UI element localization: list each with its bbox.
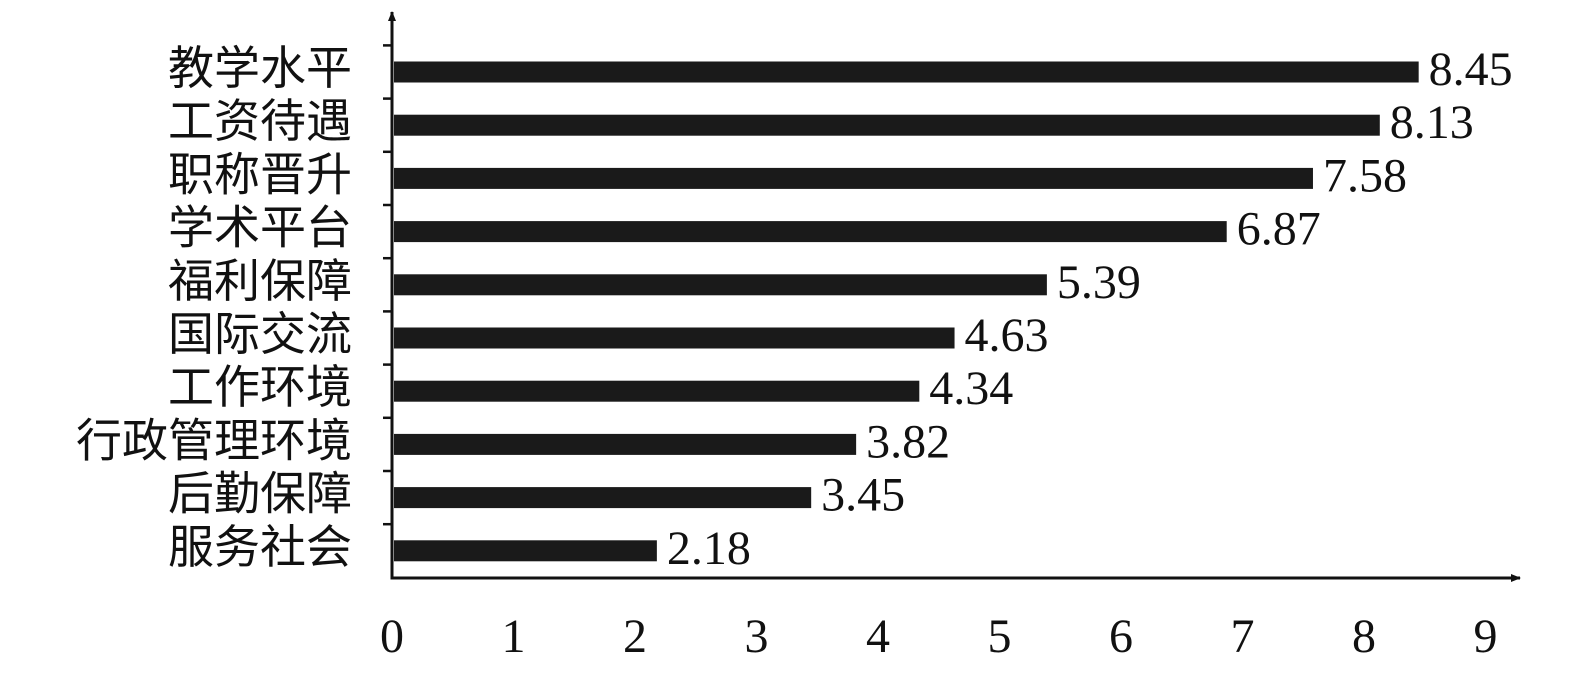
x-tick-label: 2 — [623, 610, 647, 663]
value-label: 2.18 — [667, 522, 751, 575]
bar-3 — [394, 167, 1313, 189]
x-tick-label: 6 — [1109, 610, 1133, 663]
value-label: 8.13 — [1390, 96, 1474, 149]
bar-1 — [394, 61, 1419, 83]
category-label: 行政管理环境 — [76, 413, 352, 467]
value-label: 5.39 — [1057, 256, 1141, 309]
value-label: 3.45 — [821, 469, 905, 522]
x-tick-label: 9 — [1474, 610, 1498, 663]
bar-6 — [394, 327, 955, 349]
category-label: 工资待遇 — [168, 94, 352, 148]
bar-2 — [394, 114, 1380, 136]
value-label: 4.34 — [929, 362, 1013, 415]
value-label: 3.82 — [866, 415, 950, 468]
category-label: 国际交流 — [168, 307, 352, 361]
value-label: 8.45 — [1429, 43, 1513, 96]
x-tick-label: 4 — [866, 610, 890, 663]
category-label: 职称晋升 — [168, 147, 352, 201]
x-tick-label: 7 — [1231, 610, 1255, 663]
category-label: 服务社会 — [168, 520, 352, 574]
x-tick-label: 0 — [380, 610, 404, 663]
category-label: 教学水平 — [168, 41, 352, 95]
bar-9 — [394, 487, 812, 509]
category-label: 工作环境 — [168, 360, 352, 414]
category-label: 福利保障 — [168, 254, 352, 308]
category-label: 学术平台 — [168, 201, 352, 255]
value-label: 4.63 — [965, 309, 1049, 362]
labels-layer: 教学水平 8.45 工资待遇 8.13 职称晋升 7.58 学术平台 6.87 福利保障 5.39… — [76, 41, 1513, 575]
bars-layer — [394, 61, 1419, 562]
x-tick-label: 3 — [745, 610, 769, 663]
value-label: 6.87 — [1237, 203, 1321, 256]
value-label: 7.58 — [1323, 149, 1407, 202]
bar-8 — [394, 433, 857, 455]
bar-4 — [394, 221, 1227, 243]
bar-7 — [394, 380, 920, 402]
x-tick-label: 5 — [988, 610, 1012, 663]
bar-5 — [394, 274, 1047, 296]
category-label: 后勤保障 — [168, 467, 352, 521]
x-tick-label: 8 — [1352, 610, 1376, 663]
axes-layer: 0 1 2 3 4 5 6 7 8 9 — [380, 11, 1521, 663]
bar-10 — [394, 540, 657, 562]
x-tick-label: 1 — [502, 610, 526, 663]
